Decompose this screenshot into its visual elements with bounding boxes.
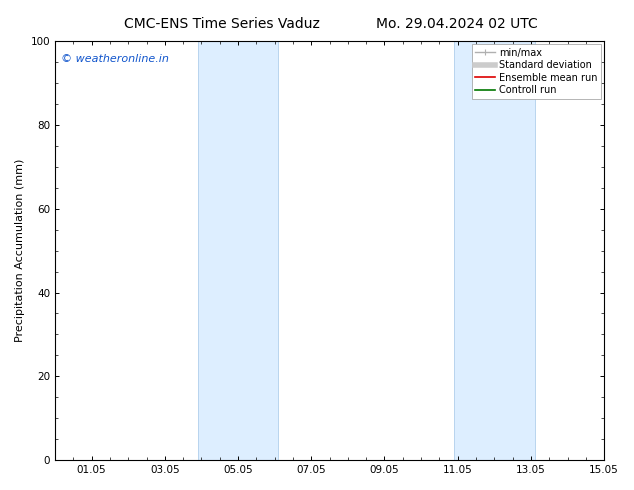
Legend: min/max, Standard deviation, Ensemble mean run, Controll run: min/max, Standard deviation, Ensemble me… [472, 44, 601, 99]
Bar [454, 41, 534, 460]
Text: Mo. 29.04.2024 02 UTC: Mo. 29.04.2024 02 UTC [375, 17, 538, 31]
Y-axis label: Precipitation Accumulation (mm): Precipitation Accumulation (mm) [15, 159, 25, 343]
Text: CMC-ENS Time Series Vaduz: CMC-ENS Time Series Vaduz [124, 17, 320, 31]
Bar [198, 41, 278, 460]
Text: © weatheronline.in: © weatheronline.in [60, 53, 169, 64]
